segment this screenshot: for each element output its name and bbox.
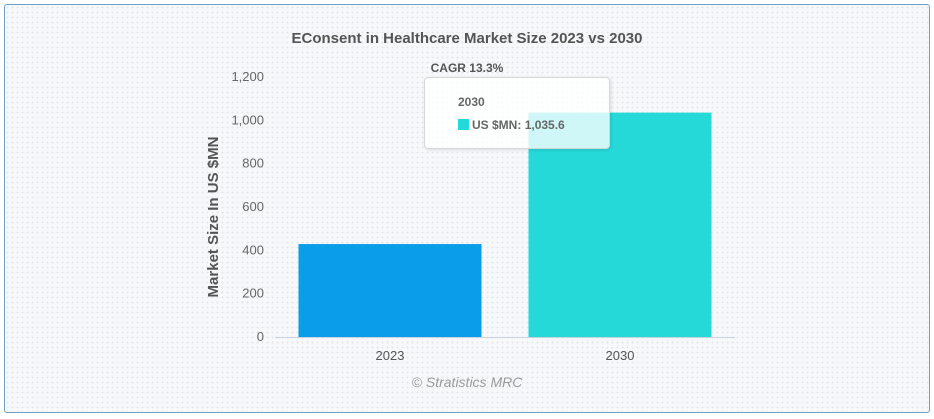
y-tick-label: 1,000 xyxy=(231,112,264,127)
y-tick-label: 200 xyxy=(242,286,264,301)
x-tick-label: 2030 xyxy=(606,348,635,363)
y-tick-label: 800 xyxy=(242,156,264,171)
bar-2023[interactable] xyxy=(298,244,482,337)
credits: © Stratistics MRC xyxy=(411,374,523,390)
tooltip-category: 2030 xyxy=(458,95,485,109)
tooltip-value: 1,035.6 xyxy=(524,118,565,132)
x-axis: 2023 2030 xyxy=(376,348,635,363)
chart-title: EConsent in Healthcare Market Size 2023 … xyxy=(291,30,643,47)
bar-2030[interactable] xyxy=(528,112,712,338)
tooltip-row: US $MN: 1,035.6 xyxy=(458,118,565,132)
tooltip-series-label: US $MN xyxy=(472,118,518,132)
y-tick-label: 600 xyxy=(242,199,264,214)
bar-series xyxy=(298,112,712,338)
y-axis: 0 200 400 600 800 1,000 1,200 xyxy=(231,69,264,344)
x-tick-label: 2023 xyxy=(376,348,405,363)
chart-frame xyxy=(4,4,930,413)
y-tick-label: 1,200 xyxy=(231,69,264,84)
tooltip-series-swatch xyxy=(458,119,469,130)
y-tick-label: 400 xyxy=(242,242,264,257)
y-tick-label: 0 xyxy=(257,329,264,344)
y-axis-label: Market Size In US $MN xyxy=(205,137,222,298)
chart-subtitle: CAGR 13.3% xyxy=(430,61,504,75)
tooltip: 2030 US $MN: 1,035.6 xyxy=(424,77,610,149)
